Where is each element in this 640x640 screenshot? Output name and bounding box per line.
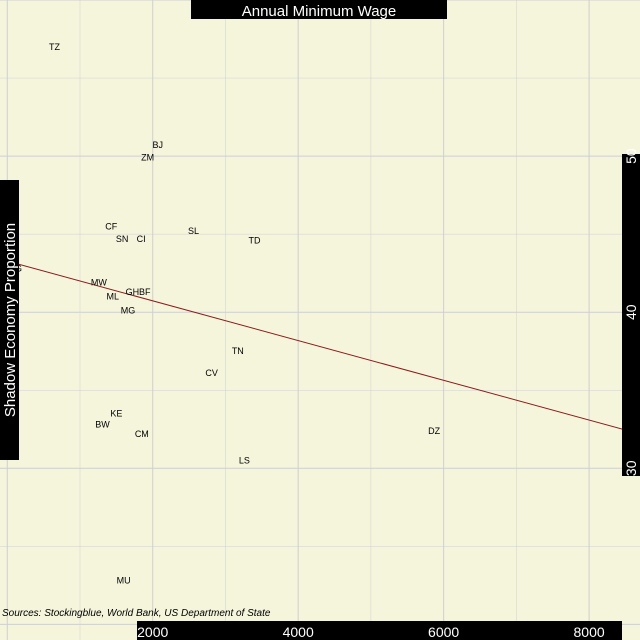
data-point-cf: CF (105, 221, 117, 231)
x-tick-label: 2000 (137, 624, 168, 640)
x-tick-label: 6000 (428, 624, 459, 640)
data-point-zm: ZM (141, 153, 154, 163)
data-point-ke: KE (110, 409, 122, 419)
trendline (0, 258, 640, 435)
y-tick-label: 30 (623, 460, 639, 476)
data-point-gh: GH (126, 287, 140, 297)
trendline-group (0, 258, 640, 435)
data-point-mu: MU (117, 576, 131, 586)
data-point-dz: DZ (428, 426, 440, 436)
y-axis-label-box (0, 180, 19, 460)
data-point-bf: BF (139, 287, 151, 297)
data-point-bj: BJ (153, 140, 164, 150)
x-tick-labels: 2000 4000 6000 8000 (137, 624, 605, 640)
y-axis-label: Shadow Economy Proportion (2, 223, 19, 417)
data-point-mg: MG (121, 306, 136, 316)
vertical-gridlines (6, 0, 590, 640)
x-tick-box (137, 621, 622, 640)
data-point-sn: SN (116, 234, 129, 244)
data-point-tz: TZ (49, 42, 60, 52)
data-point-cm: CM (135, 429, 149, 439)
source-caption: Sources: Stockingblue, World Bank, US De… (2, 608, 271, 619)
data-point-ls: LS (239, 455, 250, 465)
data-point-bw: BW (95, 420, 110, 430)
data-point-td: TD (249, 235, 261, 245)
data-point-cv: CV (205, 368, 218, 378)
title-box (191, 0, 447, 19)
data-point-mw: MW (91, 278, 107, 288)
data-point-labels: TZBJZMCFSLSNCITDUGMWGHBFMLMGTNCVMAKEBWCM… (9, 42, 640, 586)
y-tick-label: 40 (623, 304, 639, 320)
data-point-tn: TN (232, 346, 244, 356)
data-point-ml: ML (106, 292, 119, 302)
data-point-sl: SL (188, 226, 199, 236)
x-tick-label: 8000 (574, 624, 605, 640)
data-point-ci: CI (137, 234, 146, 244)
y-tick-box (622, 154, 640, 476)
y-tick-labels: 30 40 50 (623, 148, 639, 476)
y-tick-label: 50 (623, 148, 639, 164)
x-tick-label: 4000 (283, 624, 314, 640)
chart-title: Annual Minimum Wage (242, 3, 397, 20)
